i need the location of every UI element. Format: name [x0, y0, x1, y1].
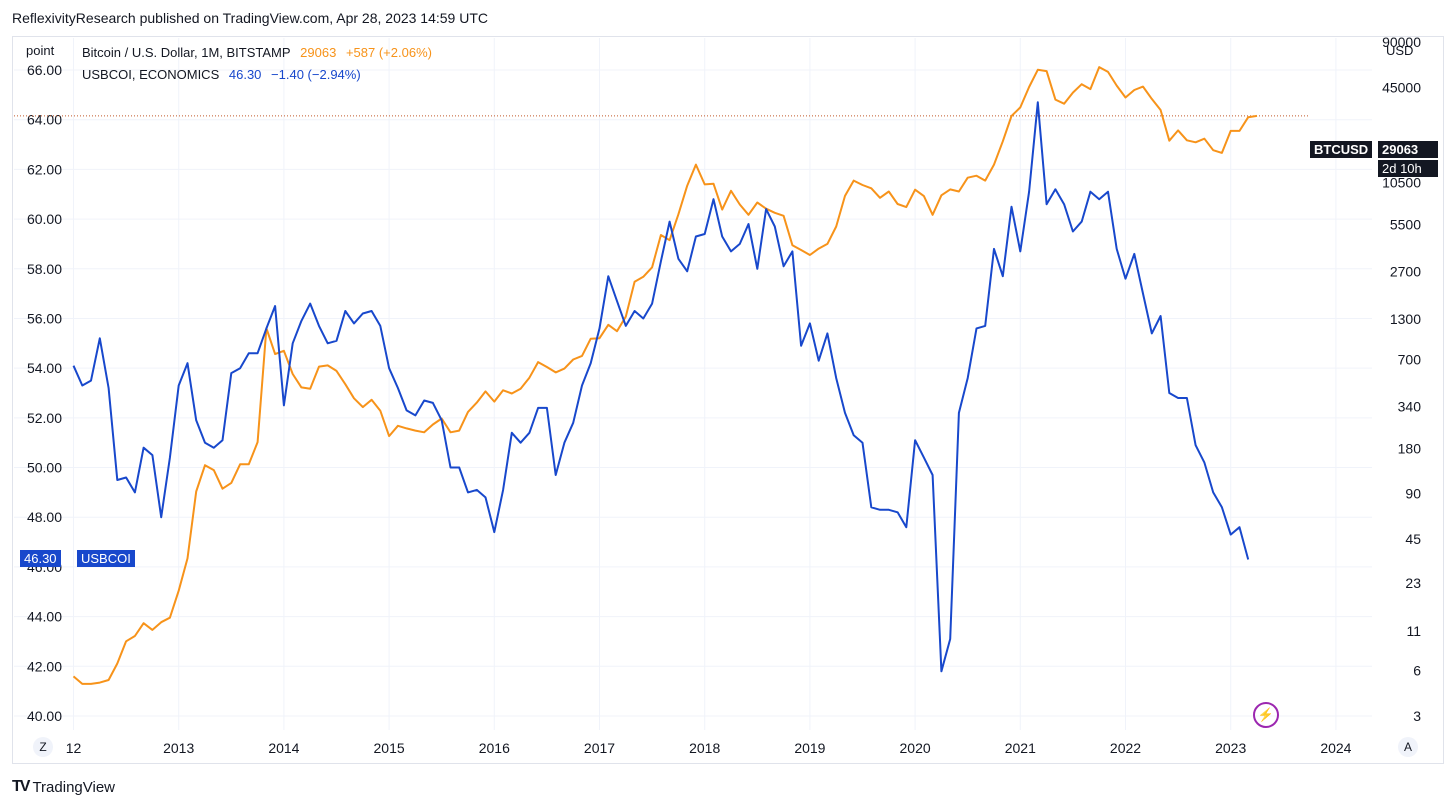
x-tick-label: 2022: [1110, 740, 1141, 756]
right-tick-label: 340: [1398, 399, 1422, 415]
right-tick-label: 180: [1398, 440, 1422, 456]
x-tick-label: 2015: [374, 740, 405, 756]
btc-symbol-tag: BTCUSD: [1310, 141, 1373, 158]
x-tick-label: 2017: [584, 740, 615, 756]
legend-btc-name: Bitcoin / U.S. Dollar, 1M, BITSTAMP: [82, 45, 291, 60]
zoom-button[interactable]: Z: [33, 737, 53, 757]
left-axis-unit: point: [26, 43, 55, 58]
btc-series-line: [72, 66, 1258, 685]
right-tick-label: 2700: [1390, 263, 1421, 279]
left-tick-label: 58.00: [27, 261, 62, 277]
left-tick-label: 50.00: [27, 460, 62, 476]
right-tick-label: 45000: [1382, 79, 1421, 95]
x-tick-label: 2018: [689, 740, 720, 756]
auto-scale-button[interactable]: A: [1398, 737, 1418, 757]
right-tick-label: 90000: [1382, 34, 1421, 50]
footer-brand[interactable]: TV TradingView: [12, 778, 115, 796]
left-tick-label: 54.00: [27, 360, 62, 376]
x-tick-label: 2016: [479, 740, 510, 756]
right-tick-label: 1300: [1390, 311, 1421, 327]
btc-countdown-tag: 2d 10h: [1378, 160, 1438, 177]
right-tick-label: 3: [1413, 708, 1421, 724]
legend-btc-change: +587 (+2.06%): [345, 45, 432, 60]
footer-brand-label: TradingView: [32, 778, 115, 796]
legend-btc-value: 29063: [300, 45, 337, 60]
left-tick-label: 66.00: [27, 62, 62, 78]
x-tick-label: 2020: [900, 740, 931, 756]
left-tick-label: 44.00: [27, 609, 62, 625]
left-tick-label: 48.00: [27, 509, 62, 525]
right-tick-label: 11: [1406, 623, 1421, 639]
btc-price-tag: 29063: [1378, 141, 1438, 158]
left-tick-label: 42.00: [27, 658, 62, 674]
published-header: ReflexivityResearch published on Trading…: [12, 10, 489, 26]
x-tick-label: 2023: [1215, 740, 1246, 756]
x-tick-label: 2014: [268, 740, 299, 756]
legend-btc[interactable]: Bitcoin / U.S. Dollar, 1M, BITSTAMP 2906…: [82, 45, 438, 60]
x-tick-label: 12: [66, 740, 82, 756]
legend-coi-change: −1.40 (−2.94%): [271, 67, 361, 82]
right-tick-label: 23: [1405, 575, 1421, 591]
legend-coi-value: 46.30: [228, 67, 262, 82]
right-tick-label: 700: [1398, 352, 1422, 368]
legend-coi[interactable]: USBCOI, ECONOMICS 46.30 −1.40 (−2.94%): [82, 67, 367, 82]
flash-icon[interactable]: ⚡: [1253, 702, 1279, 728]
left-tick-label: 60.00: [27, 211, 62, 227]
left-tick-label: 62.00: [27, 161, 62, 177]
coi-symbol-tag: USBCOI: [77, 550, 135, 567]
coi-series-line: [72, 101, 1250, 673]
coi-value-tag: 46.30: [20, 550, 61, 567]
left-tick-label: 64.00: [27, 112, 62, 128]
right-tick-label: 90: [1405, 486, 1421, 502]
right-axis-unit: USD: [1386, 43, 1414, 58]
legend-coi-name: USBCOI, ECONOMICS: [82, 67, 220, 82]
x-tick-label: 2019: [794, 740, 825, 756]
left-tick-label: 52.00: [27, 410, 62, 426]
left-tick-label: 40.00: [27, 708, 62, 724]
x-tick-label: 2013: [163, 740, 194, 756]
chart-frame: [12, 36, 1444, 764]
right-tick-label: 5500: [1390, 217, 1421, 233]
right-tick-label: 45: [1405, 531, 1421, 547]
right-tick-label: 6: [1413, 663, 1421, 679]
tradingview-logo-icon: TV: [12, 778, 31, 795]
x-tick-label: 2021: [1005, 740, 1036, 756]
right-tick-label: 10500: [1382, 174, 1421, 190]
x-tick-label: 2024: [1320, 740, 1351, 756]
left-tick-label: 56.00: [27, 310, 62, 326]
